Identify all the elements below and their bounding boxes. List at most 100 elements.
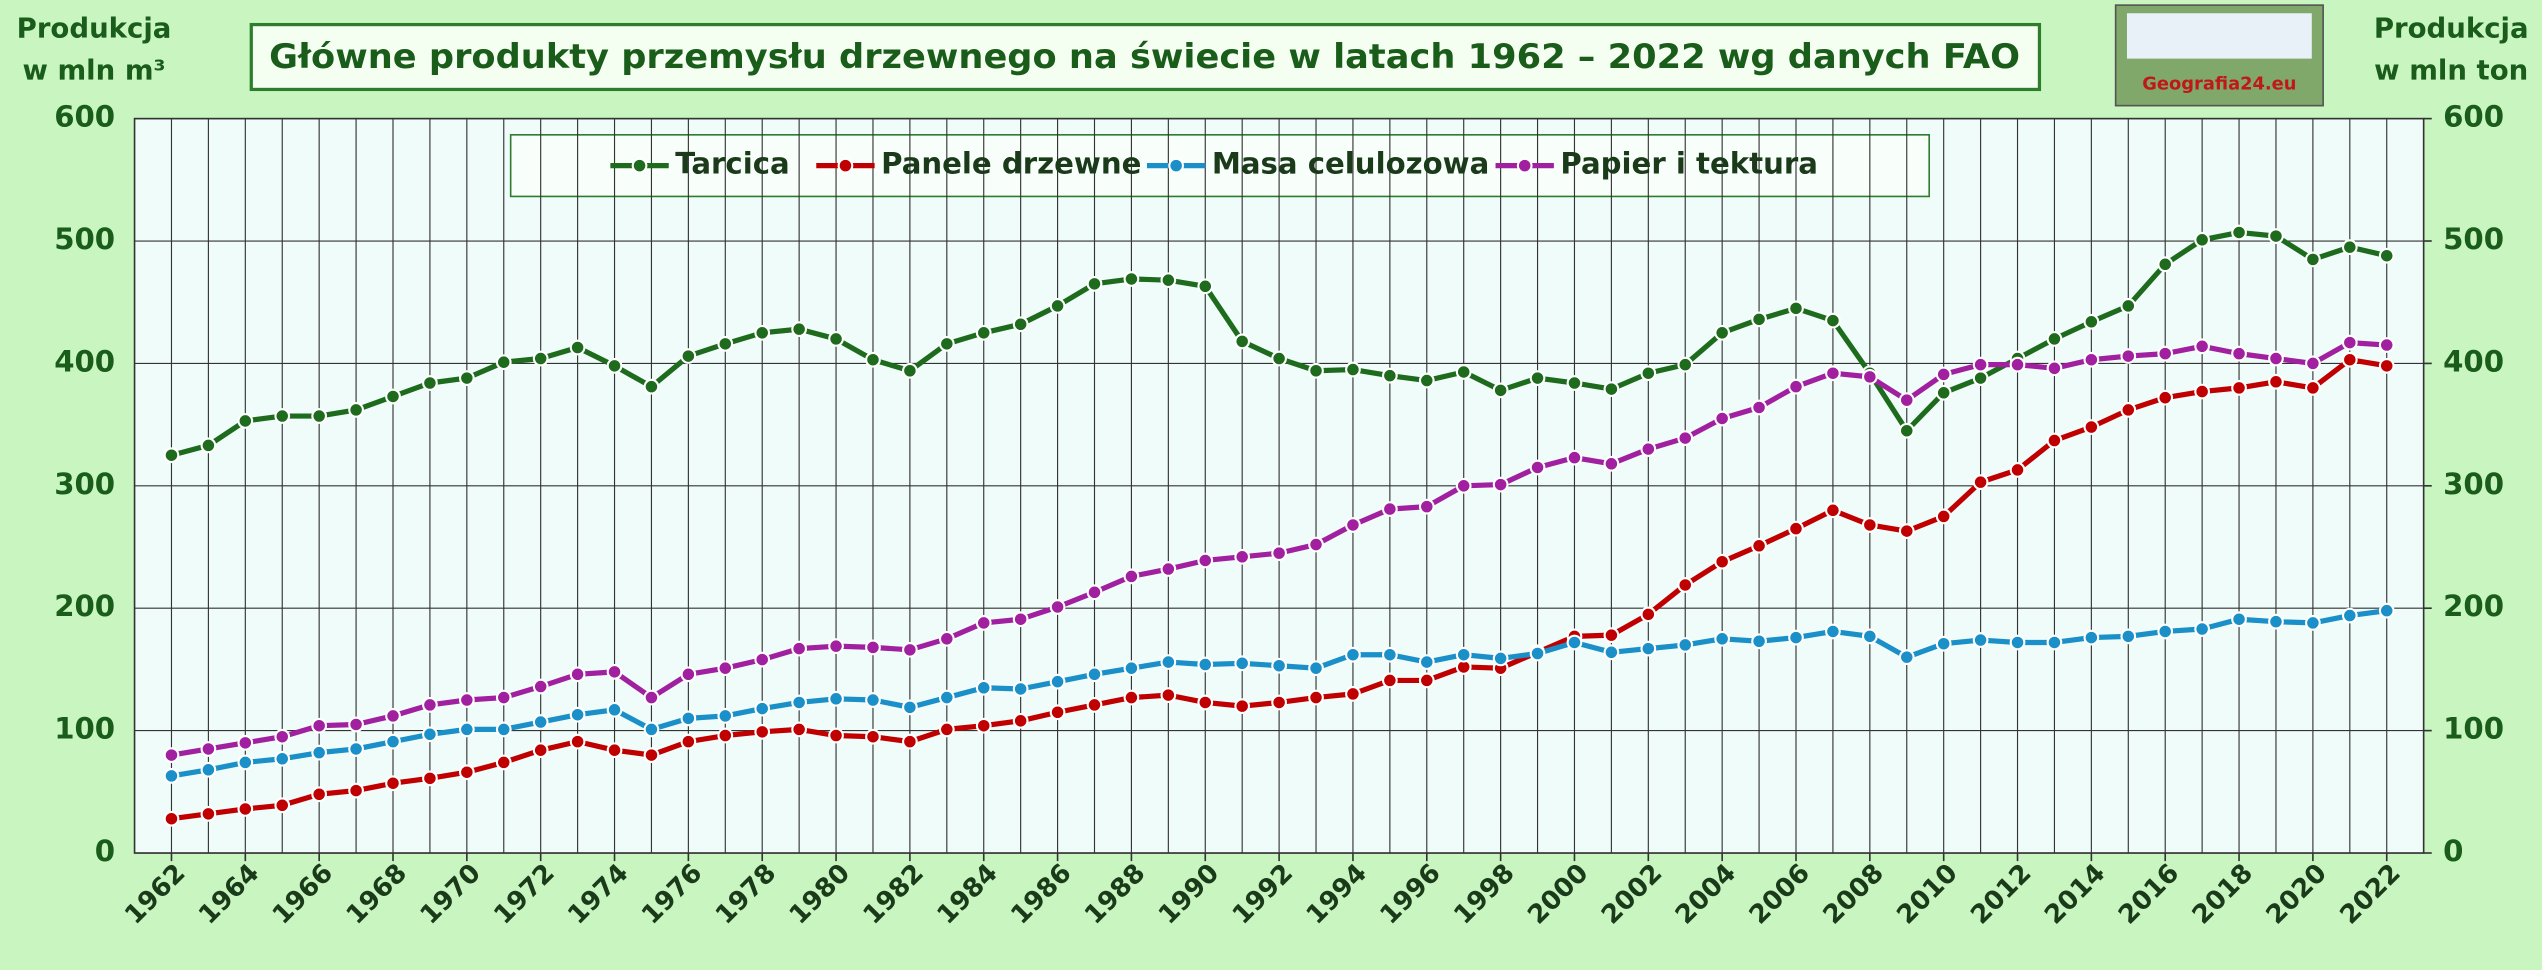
data-point	[2305, 251, 2321, 268]
y2-tick-label: 600	[2443, 100, 2504, 134]
data-point	[274, 728, 291, 745]
data-point	[1898, 422, 1915, 439]
data-point	[975, 324, 992, 341]
data-point	[1788, 300, 1804, 317]
data-point	[237, 734, 254, 751]
y2-tick-label: 300	[2443, 467, 2504, 501]
data-point	[200, 437, 217, 454]
data-point	[311, 408, 328, 424]
data-point	[1197, 278, 1214, 295]
data-point	[2378, 247, 2395, 264]
logo-banner	[2126, 13, 2312, 59]
data-point	[274, 797, 291, 814]
data-point	[1308, 362, 1324, 379]
data-point	[2157, 623, 2174, 640]
data-point	[1455, 646, 1472, 663]
data-point	[237, 801, 254, 817]
data-point	[865, 692, 881, 708]
data-point	[2046, 634, 2063, 651]
data-point	[2083, 419, 2100, 435]
data-point	[828, 727, 844, 744]
data-point	[200, 761, 217, 778]
data-point	[1086, 275, 1103, 292]
data-point	[2194, 383, 2210, 400]
data-point	[902, 699, 918, 716]
data-point	[1455, 364, 1472, 380]
y2-tick-label: 0	[2443, 834, 2463, 868]
data-point	[865, 728, 881, 745]
data-point	[1382, 501, 1398, 517]
data-point	[1049, 704, 1066, 721]
data-point	[237, 754, 254, 771]
data-point	[1529, 459, 1546, 476]
data-point	[1935, 384, 1952, 401]
legend-label: Panele drzewne	[881, 147, 1141, 181]
data-point	[348, 741, 364, 757]
data-point	[2157, 389, 2174, 406]
data-point	[791, 640, 807, 657]
data-point	[1788, 629, 1804, 646]
data-point	[2268, 350, 2284, 367]
data-point	[791, 694, 807, 711]
data-point	[717, 708, 734, 724]
data-point	[1382, 672, 1398, 689]
data-point	[385, 708, 401, 724]
data-point	[1861, 517, 1878, 533]
data-point	[1308, 660, 1324, 677]
data-point	[2305, 355, 2321, 372]
legend-box	[509, 134, 1931, 198]
data-point	[2120, 628, 2137, 645]
data-point	[1012, 316, 1029, 333]
data-point	[1714, 553, 1731, 570]
data-point	[495, 754, 512, 771]
data-point	[902, 733, 918, 750]
data-point	[1308, 689, 1324, 706]
data-point	[1382, 646, 1398, 663]
data-point	[2305, 615, 2321, 631]
data-point	[975, 615, 992, 631]
logo: Geografia24.eu	[2114, 4, 2324, 107]
data-point	[754, 651, 771, 668]
data-point	[1677, 356, 1694, 373]
data-point	[163, 810, 180, 827]
data-point	[902, 641, 918, 658]
data-point	[1492, 476, 1509, 493]
data-point	[1345, 686, 1361, 702]
data-point	[2268, 613, 2284, 630]
data-point	[569, 706, 586, 723]
data-point	[458, 764, 475, 781]
data-point	[2046, 331, 2063, 347]
data-point	[237, 413, 254, 429]
data-point	[569, 666, 586, 683]
data-point	[311, 744, 328, 761]
data-point	[643, 689, 660, 706]
data-point	[1529, 370, 1546, 386]
data-point	[2231, 611, 2247, 628]
data-point	[1271, 694, 1287, 711]
legend-marker	[1516, 157, 1533, 174]
data-point	[2120, 348, 2137, 364]
data-point	[1788, 520, 1804, 537]
data-point	[458, 692, 475, 708]
data-point	[1935, 366, 1952, 383]
data-point	[1197, 694, 1214, 711]
data-point	[2194, 338, 2210, 355]
data-point	[1049, 673, 1066, 690]
data-point	[680, 666, 697, 683]
data-point	[975, 717, 992, 734]
data-point	[1677, 577, 1694, 593]
data-point	[1825, 502, 1841, 519]
data-point	[2083, 351, 2100, 368]
y2-tick-label: 400	[2443, 344, 2504, 378]
data-point	[2009, 356, 2026, 373]
y-tick-label: 600	[54, 100, 115, 134]
data-point	[1972, 370, 1989, 386]
data-point	[1234, 698, 1251, 714]
data-point	[1382, 367, 1398, 384]
data-point	[348, 716, 364, 733]
data-point	[1418, 498, 1435, 515]
data-point	[606, 357, 623, 374]
y-tick-label: 100	[54, 712, 115, 746]
title-box	[249, 22, 2042, 92]
